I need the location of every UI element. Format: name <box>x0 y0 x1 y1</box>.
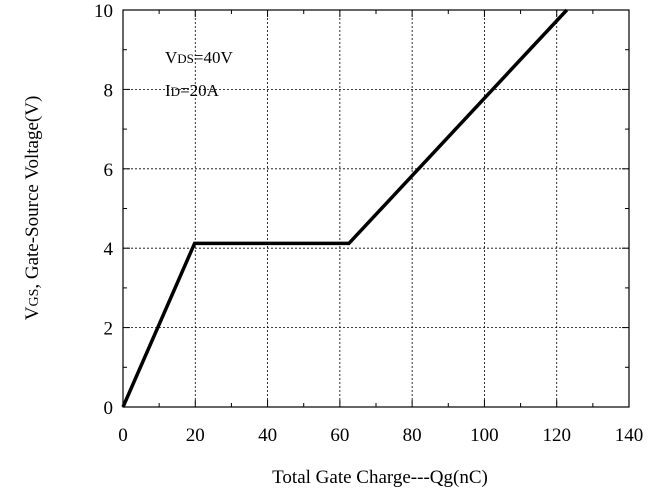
x-tick-label: 100 <box>470 425 499 446</box>
y-tick-label: 6 <box>104 160 114 181</box>
y-tick-labels: 0 2 4 6 8 10 <box>94 1 114 419</box>
x-tick-label: 20 <box>186 425 205 446</box>
x-tick-label: 60 <box>330 425 349 446</box>
x-tick-label: 140 <box>615 425 644 446</box>
y-tick-label: 4 <box>104 239 114 260</box>
x-tick-labels: 0 20 40 60 80 100 120 140 <box>118 425 643 446</box>
y-tick-label: 10 <box>94 1 113 22</box>
plot-frame <box>122 9 630 408</box>
y-tick-label: 2 <box>104 319 114 340</box>
x-tick-label: 0 <box>118 425 128 446</box>
x-tick-label: 120 <box>542 425 571 446</box>
grid <box>123 10 629 407</box>
annotations: VDS=40V ID=20A <box>165 48 233 100</box>
y-tick-label: 8 <box>104 80 114 101</box>
vds-annotation: VDS=40V <box>165 48 233 67</box>
x-axis-title: Total Gate Charge---Qg(nC) <box>272 467 488 488</box>
y-tick-label: 0 <box>104 398 114 419</box>
y-axis-title: VGS, Gate-Source Voltage(V) <box>22 96 43 321</box>
x-tick-label: 40 <box>258 425 277 446</box>
id-annotation: ID=20A <box>165 81 220 100</box>
tick-marks <box>122 9 630 408</box>
x-tick-label: 80 <box>403 425 422 446</box>
vgs-curve <box>121 8 569 408</box>
